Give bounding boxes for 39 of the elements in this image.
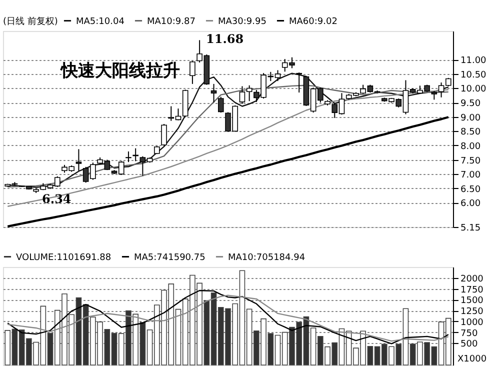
annotation: 11.68 — [206, 32, 244, 46]
y-tick-label: 1250 — [460, 307, 484, 318]
y-tick-label: 2000 — [460, 274, 484, 284]
y-tick-label: 10.00 — [460, 84, 487, 95]
candlestick — [218, 96, 224, 114]
y-tick-label: 5.15 — [460, 224, 481, 234]
y-tick-label: 7.00 — [460, 170, 481, 181]
candlestick — [76, 148, 82, 172]
annotation: 快速大阳线拉升 — [60, 61, 180, 81]
y-tick-label: 10.50 — [460, 70, 487, 80]
y-tick-label: 9.00 — [460, 113, 481, 124]
candlestick — [296, 72, 302, 94]
y-tick-label: 7.50 — [460, 156, 481, 166]
y-tick-label: 1500 — [460, 296, 484, 306]
y-tick-label: 750 — [460, 328, 478, 339]
legend-label: MA30:9.95 — [218, 16, 266, 27]
legend-label: MA60:9.02 — [289, 16, 338, 27]
y-tick-label: 6.50 — [460, 184, 481, 195]
y-tick-label: 1750 — [460, 285, 484, 296]
legend-title: (日线 前复权) — [3, 16, 58, 27]
line-series — [6, 116, 450, 228]
legend-label: MA5:741590.75 — [134, 252, 206, 263]
candlestick — [126, 150, 132, 163]
legend-label: MA10:9.87 — [147, 16, 196, 27]
y-tick-label: 8.50 — [460, 128, 481, 138]
candlestick — [210, 83, 217, 104]
y-tick-label: 8.00 — [460, 142, 481, 152]
legend-label: VOLUME:1101691.88 — [16, 252, 112, 263]
y-tick-label: 6.00 — [460, 199, 481, 210]
y-tick-label: 9.50 — [460, 99, 481, 110]
y-tick-label: 500 — [460, 340, 478, 350]
annotation: 6.34 — [42, 192, 72, 206]
y-axis-title: X1000 — [458, 354, 487, 364]
candlestick — [190, 60, 196, 84]
y-tick-label: 1000 — [460, 318, 484, 328]
legend-label: MA10:705184.94 — [228, 252, 306, 263]
legend-label: MA5:10.04 — [76, 16, 125, 27]
candlestick — [161, 123, 167, 146]
y-tick-label: 11.00 — [460, 56, 487, 66]
